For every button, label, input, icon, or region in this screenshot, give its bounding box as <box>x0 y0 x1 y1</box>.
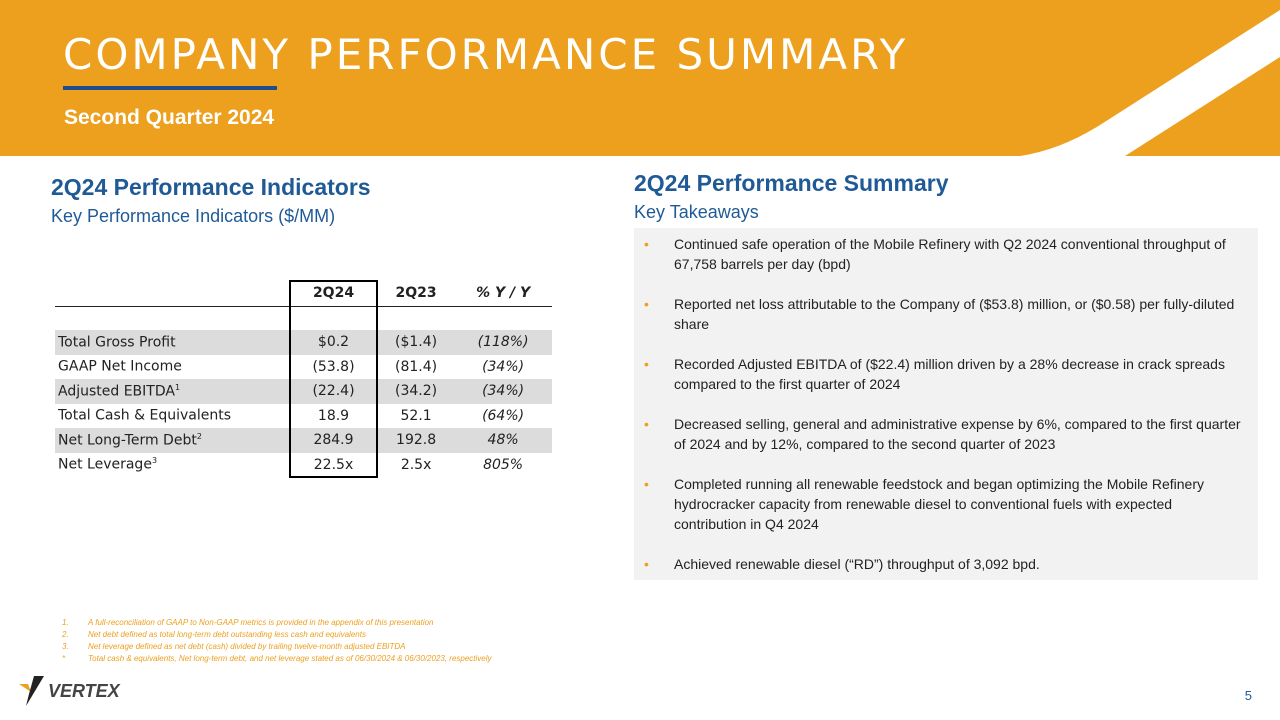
row-label: Adjusted EBITDA1 <box>55 379 289 404</box>
footnote-number: 2. <box>62 630 69 639</box>
summary-heading: 2Q24 Performance Summary <box>634 170 949 196</box>
takeaway-text: Achieved renewable diesel (“RD”) through… <box>674 556 1040 572</box>
table-row: Net Long-Term Debt2 284.9 192.8 48% <box>55 428 552 453</box>
row-label-text: Total Cash & Equivalents <box>58 408 232 425</box>
bullet-icon: • <box>644 556 649 572</box>
cell-2q23: ($1.4) <box>378 330 455 355</box>
cell-2q24: (22.4) <box>289 379 378 404</box>
header-banner: COMPANY PERFORMANCE SUMMARY Second Quart… <box>0 0 1280 156</box>
page-subtitle: Second Quarter 2024 <box>64 106 275 129</box>
swoosh-decoration <box>1020 10 1280 156</box>
summary-subheading: Key Takeaways <box>634 202 759 222</box>
col-header-label <box>55 280 289 307</box>
bullet-icon: • <box>644 296 649 312</box>
bullet-icon: • <box>644 356 649 372</box>
footnote-text: A full-reconciliation of GAAP to Non-GAA… <box>88 618 434 627</box>
footnote: * Total cash & equivalents, Net long-term… <box>62 653 492 665</box>
footnote-number: 3. <box>62 642 69 651</box>
footnote-ref: 1 <box>174 382 181 392</box>
page-number: 5 <box>1244 688 1252 703</box>
cell-yoy: 805% <box>483 456 524 473</box>
bullet-icon: • <box>644 476 649 492</box>
cell-yoy: (64%) <box>482 407 525 424</box>
col-header-2q23: 2Q23 <box>378 280 455 307</box>
cell-yoy: (118%) <box>454 330 552 355</box>
table-row: GAAP Net Income (53.8) (81.4) (34%) <box>55 355 552 380</box>
takeaway-item: • Continued safe operation of the Mobile … <box>644 234 1244 274</box>
page-title: COMPANY PERFORMANCE SUMMARY <box>63 30 909 79</box>
col-header-2q24: 2Q24 <box>289 280 378 307</box>
cell-2q24: 284.9 <box>289 428 378 453</box>
cell-yoy: (34%) <box>454 379 552 404</box>
title-underline <box>63 86 277 90</box>
footnote-text: Net debt defined as total long-term debt… <box>88 630 366 639</box>
table-row: Net Leverage3 22.5x 2.5x 805% <box>55 453 552 478</box>
row-label: Total Cash & Equivalents <box>55 404 289 429</box>
footnote-ref: 3 <box>151 456 158 466</box>
row-label-text: Net Leverage <box>58 457 152 474</box>
footnote-number: * <box>62 654 66 663</box>
vertex-logo: VERTEX <box>18 676 120 706</box>
kpi-table: 2Q24 2Q23 % Y / Y Total Gross Profit $0.… <box>55 280 552 477</box>
footnote: 3. Net leverage defined as net debt (cash… <box>62 641 492 653</box>
cell-2q23: 192.8 <box>378 428 455 453</box>
vertex-logo-icon <box>19 676 44 706</box>
cell-2q24: $0.2 <box>289 330 378 355</box>
takeaway-text: Completed running all renewable feedstoc… <box>674 476 1204 532</box>
takeaway-text: Recorded Adjusted EBITDA of ($22.4) mill… <box>674 356 1225 392</box>
row-label: GAAP Net Income <box>55 355 289 380</box>
cell-2q24: (53.8) <box>312 358 355 375</box>
indicators-subheading: Key Performance Indicators ($/MM) <box>51 206 336 226</box>
takeaway-item: • Achieved renewable diesel (“RD”) throug… <box>644 554 1244 574</box>
takeaway-item: • Recorded Adjusted EBITDA of ($22.4) mil… <box>644 354 1244 394</box>
row-label: Net Long-Term Debt2 <box>55 428 289 453</box>
table-row: Adjusted EBITDA1 (22.4) (34.2) (34%) <box>55 379 552 404</box>
row-label-text: Adjusted EBITDA <box>58 383 175 400</box>
takeaway-item: • Completed running all renewable feedsto… <box>644 474 1244 534</box>
col-header-yoy: % Y / Y <box>454 280 552 307</box>
bullet-icon: • <box>644 416 649 432</box>
footnote-text: Net leverage defined as net debt (cash) … <box>88 642 406 651</box>
takeaway-text: Decreased selling, general and administr… <box>674 416 1241 452</box>
footnotes: 1. A full-reconciliation of GAAP to Non-G… <box>62 617 492 665</box>
row-label-text: Total Gross Profit <box>58 334 176 351</box>
footnote-ref: 2 <box>196 431 202 441</box>
bullet-icon: • <box>644 236 649 252</box>
row-label: Net Leverage3 <box>55 453 289 478</box>
takeaway-item: • Decreased selling, general and administ… <box>644 414 1244 454</box>
key-takeaways-panel: • Continued safe operation of the Mobile … <box>634 228 1258 580</box>
footnote: 2. Net debt defined as total long-term de… <box>62 629 492 641</box>
takeaway-text: Continued safe operation of the Mobile R… <box>674 236 1226 272</box>
cell-2q23: (81.4) <box>395 358 438 375</box>
cell-2q23: (34.2) <box>378 379 455 404</box>
row-label: Total Gross Profit <box>55 330 289 355</box>
footnote: 1. A full-reconciliation of GAAP to Non-G… <box>62 617 492 629</box>
row-label-text: GAAP Net Income <box>58 359 182 376</box>
cell-2q23: 2.5x <box>400 456 432 473</box>
takeaway-item: • Reported net loss attributable to the C… <box>644 294 1244 334</box>
table-row: Total Gross Profit $0.2 ($1.4) (118%) <box>55 330 552 355</box>
cell-2q23: 52.1 <box>400 407 432 424</box>
footnote-number: 1. <box>62 618 69 627</box>
cell-2q24: 22.5x <box>313 456 354 473</box>
indicators-heading: 2Q24 Performance Indicators <box>51 174 371 200</box>
table-row: Total Cash & Equivalents 18.9 52.1 (64%) <box>55 404 552 429</box>
logo-text: VERTEX <box>48 680 120 701</box>
cell-yoy: 48% <box>454 428 552 453</box>
footnote-text: Total cash & equivalents, Net long-term … <box>88 654 492 663</box>
cell-2q24: 18.9 <box>317 407 350 424</box>
cell-yoy: (34%) <box>482 358 525 375</box>
row-label-text: Net Long-Term Debt <box>58 432 197 449</box>
takeaway-text: Reported net loss attributable to the Co… <box>674 296 1235 332</box>
